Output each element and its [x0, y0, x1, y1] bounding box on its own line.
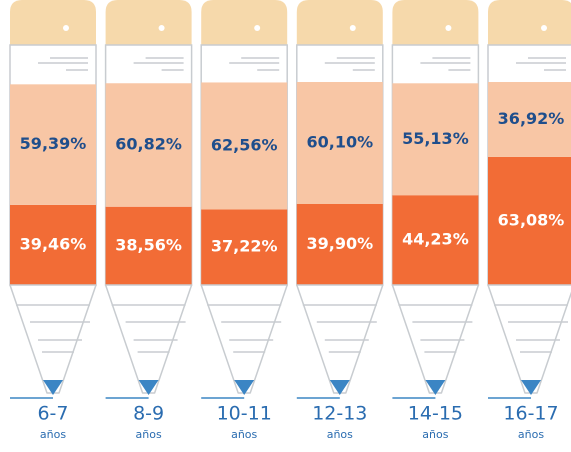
- x-tick-label: 6-7: [37, 403, 68, 425]
- pencil-cap: [201, 0, 288, 45]
- value-label: 62,56%: [211, 135, 278, 154]
- value-label: 39,46%: [20, 234, 87, 253]
- pencil-lead: [138, 380, 159, 395]
- bar-segment: [392, 195, 479, 285]
- x-sublabel: años: [231, 428, 257, 441]
- x-tick-label: 16-17: [503, 403, 558, 425]
- cap-highlight: [158, 25, 165, 31]
- bar-segment: [488, 156, 571, 285]
- bar-segment: [105, 206, 192, 285]
- cap-highlight: [349, 25, 356, 31]
- bar-segment: [296, 82, 383, 205]
- x-sublabel: años: [327, 428, 353, 441]
- bar-segment: [10, 204, 96, 285]
- value-label: 55,13%: [402, 129, 469, 148]
- value-label: 36,92%: [498, 109, 565, 128]
- x-tick-label: 8-9: [133, 403, 164, 425]
- bar-segment: [201, 209, 288, 285]
- bar-segment: [105, 83, 192, 207]
- pencil-lead: [43, 380, 63, 395]
- cap-highlight: [445, 25, 452, 31]
- pencil-tip: [104, 284, 193, 394]
- value-label: 63,08%: [498, 210, 565, 229]
- pencil-cap: [296, 0, 383, 45]
- bar-segment: [296, 204, 383, 285]
- pencil-lead: [521, 380, 541, 395]
- pencil-lead: [425, 380, 446, 395]
- pencil-tip: [296, 284, 384, 394]
- pencil-tip: [9, 284, 97, 394]
- value-label: 39,90%: [306, 234, 373, 253]
- value-label: 60,82%: [115, 134, 182, 153]
- x-sublabel: años: [136, 428, 162, 441]
- cap-highlight: [254, 25, 261, 31]
- x-tick-label: 10-11: [217, 403, 272, 425]
- pencil-lead: [234, 380, 255, 395]
- pencil-cap: [105, 0, 192, 45]
- pencil-cap: [10, 0, 96, 45]
- pencil-cap: [392, 0, 479, 45]
- cap-highlight: [541, 25, 547, 31]
- pencil-tip: [200, 284, 288, 394]
- value-label: 60,10%: [306, 133, 373, 152]
- bar-segment: [488, 82, 571, 157]
- bar-segment: [10, 84, 96, 205]
- pencil-tip: [487, 284, 571, 394]
- x-sublabel: años: [518, 428, 544, 441]
- value-label: 37,22%: [211, 237, 278, 256]
- x-sublabel: años: [422, 428, 448, 441]
- x-tick-label: 12-13: [312, 403, 367, 425]
- pencil-cap: [488, 0, 571, 45]
- x-tick-label: 14-15: [408, 403, 463, 425]
- bar-segment: [392, 83, 479, 196]
- pencil-lead: [329, 380, 350, 395]
- x-sublabel: años: [40, 428, 66, 441]
- value-label: 59,39%: [20, 134, 87, 153]
- cap-highlight: [63, 25, 69, 31]
- value-label: 38,56%: [115, 235, 182, 254]
- pencil-tip: [391, 284, 480, 394]
- bar-segment: [201, 82, 288, 210]
- value-label: 44,23%: [402, 230, 469, 249]
